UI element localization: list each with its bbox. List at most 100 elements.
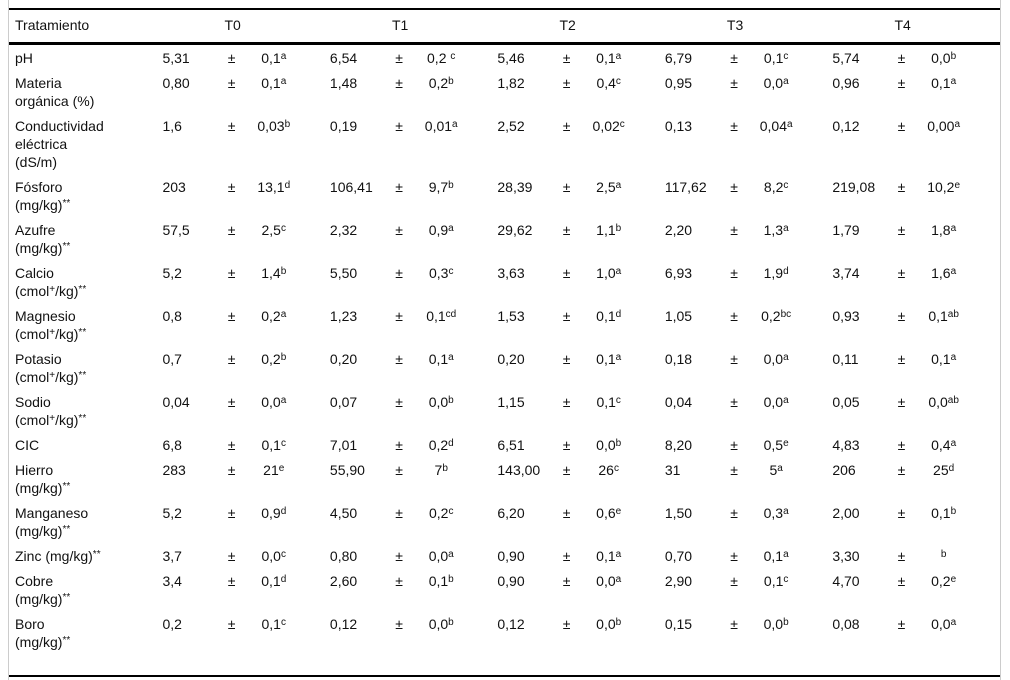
std-deviation-value: 10,2e xyxy=(927,179,961,195)
std-deviation-value: 0,2e xyxy=(931,573,957,589)
parameter-label-line: Calcio xyxy=(15,265,54,281)
mean-value: 8,20 xyxy=(664,437,693,453)
std-deviation-value: 0,2b xyxy=(261,351,287,367)
std-deviation-value: 0,1a xyxy=(261,50,287,66)
significance-letter: c xyxy=(783,180,789,191)
column-header-t2: T2 xyxy=(497,9,665,45)
column-spacer xyxy=(805,221,832,264)
mean-value: 0,04 xyxy=(664,394,693,410)
parameter-label-line: (cmol+/kg)** xyxy=(15,326,87,342)
parameter-label-line: Sodio xyxy=(15,394,51,410)
mean-value: 283 xyxy=(162,462,186,478)
significance-letter: b xyxy=(280,266,287,277)
column-spacer xyxy=(973,436,1000,461)
plus-minus-sign: ± xyxy=(730,505,738,521)
plus-minus-sign: ± xyxy=(730,462,738,478)
column-spacer xyxy=(303,117,330,178)
column-spacer xyxy=(638,350,665,393)
plus-minus-sign: ± xyxy=(897,616,906,632)
table-row: Sodio (cmol+/kg)** 0,04 ±0,0a 0,07 ±0,0b 1,15 ±… xyxy=(9,393,1000,436)
plus-minus-sign: ± xyxy=(562,548,571,564)
mean-value: 6,93 xyxy=(664,265,693,281)
column-spacer xyxy=(303,547,330,572)
mean-value: 5,74 xyxy=(832,50,860,66)
std-deviation-value: 0,1a xyxy=(596,351,622,367)
column-spacer xyxy=(973,74,1000,117)
mean-value: 1,48 xyxy=(329,75,358,91)
mean-value: 219,08 xyxy=(832,179,876,195)
std-deviation-value: 0,0b xyxy=(428,616,454,632)
column-spacer xyxy=(638,74,665,117)
table-frame: Tratamiento T0 T1 T2 T3 T4 pH 5,31 ±0,1a 6,… xyxy=(8,0,1001,680)
plus-minus-sign: ± xyxy=(562,462,571,478)
plus-minus-sign: ± xyxy=(227,394,236,410)
mean-value: 3,30 xyxy=(832,548,860,564)
mean-value: 206 xyxy=(832,462,856,478)
significance-letter: a xyxy=(783,352,789,363)
significance-letter: a xyxy=(783,223,789,234)
significance-letter: a xyxy=(954,119,961,130)
std-deviation-value: 0,04a xyxy=(759,118,793,134)
column-spacer xyxy=(805,393,832,436)
significance-letter: c xyxy=(613,463,619,474)
std-deviation-value: 0,0a xyxy=(596,573,622,589)
parameter-label-line: (mg/kg)** xyxy=(15,480,71,496)
plus-minus-sign: ± xyxy=(395,462,403,478)
mean-value: 1,50 xyxy=(664,505,693,521)
significance-letter: d xyxy=(615,309,622,320)
std-deviation-value: 8,2c xyxy=(763,179,789,195)
parameter-label-line: (mg/kg)** xyxy=(15,197,71,213)
plus-minus-sign: ± xyxy=(227,616,236,632)
plus-minus-sign: ± xyxy=(897,462,906,478)
mean-value: 106,41 xyxy=(329,179,373,195)
significance-letter: b xyxy=(940,549,947,560)
significance-letter: c xyxy=(615,395,621,406)
parameter-label-line: (cmol+/kg)** xyxy=(15,412,87,428)
plus-minus-sign: ± xyxy=(730,308,738,324)
std-deviation-value: 13,1d xyxy=(257,179,291,195)
table-row: Azufre (mg/kg)** 57,5 ±2,5c 2,32 ±0,9a 29,62 ±1… xyxy=(9,221,1000,264)
significance-letter: a xyxy=(950,352,957,363)
significance-letter: c xyxy=(280,223,286,234)
significance-letter: a xyxy=(615,549,622,560)
mean-value: 28,39 xyxy=(497,179,533,195)
std-deviation-value: 1,0a xyxy=(596,265,622,281)
plus-minus-sign: ± xyxy=(730,50,738,66)
plus-minus-sign: ± xyxy=(897,75,906,91)
parameter-label-line: orgánica (%) xyxy=(15,93,95,109)
mean-value: 1,82 xyxy=(497,75,525,91)
parameter-label-line: (mg/kg)** xyxy=(15,634,71,650)
mean-value: 0,04 xyxy=(162,394,190,410)
significance-letter: c xyxy=(448,266,454,277)
significance-letter: a xyxy=(786,119,793,130)
mean-value: 0,13 xyxy=(664,118,693,134)
parameter-label: Hierro (mg/kg)** xyxy=(9,461,162,504)
plus-minus-sign: ± xyxy=(395,616,403,632)
column-spacer xyxy=(470,436,497,461)
std-deviation-value: 9,7b xyxy=(428,179,454,195)
significance-letter: bc xyxy=(780,309,792,320)
plus-minus-sign: ± xyxy=(227,437,236,453)
plus-minus-sign: ± xyxy=(562,351,571,367)
significance-letter: c xyxy=(280,617,286,628)
mean-value: 0,96 xyxy=(832,75,860,91)
std-deviation-value: 0,1a xyxy=(763,548,789,564)
significance-letter: b xyxy=(783,617,789,628)
table-row: Zinc (mg/kg)** 3,7 ±0,0c 0,80 ±0,0a 0,90 ±0,1a… xyxy=(9,547,1000,572)
significance-letter: e xyxy=(278,463,285,474)
column-spacer xyxy=(638,504,665,547)
column-spacer xyxy=(470,178,497,221)
mean-value: 0,07 xyxy=(329,394,358,410)
mean-value: 0,15 xyxy=(664,616,693,632)
plus-minus-sign: ± xyxy=(730,118,738,134)
std-deviation-value: 0,2 c xyxy=(427,50,456,66)
significance-letter: a xyxy=(783,549,789,560)
column-spacer xyxy=(805,572,832,615)
plus-minus-sign: ± xyxy=(730,75,738,91)
significance-letter: e xyxy=(950,574,957,585)
column-spacer xyxy=(638,461,665,504)
mean-value: 0,90 xyxy=(497,573,525,589)
mean-value: 1,6 xyxy=(162,118,182,134)
plus-minus-sign: ± xyxy=(395,118,403,134)
std-deviation-value: 0,1c xyxy=(261,437,286,453)
